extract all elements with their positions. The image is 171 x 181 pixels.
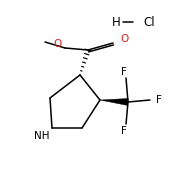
Text: F: F [121, 67, 127, 77]
Text: F: F [156, 95, 162, 105]
Text: H: H [112, 16, 120, 28]
Text: NH: NH [34, 131, 50, 141]
Text: O: O [120, 34, 128, 44]
Text: F: F [121, 126, 127, 136]
Text: O: O [53, 39, 61, 49]
Text: Cl: Cl [143, 16, 155, 28]
Polygon shape [100, 98, 128, 106]
